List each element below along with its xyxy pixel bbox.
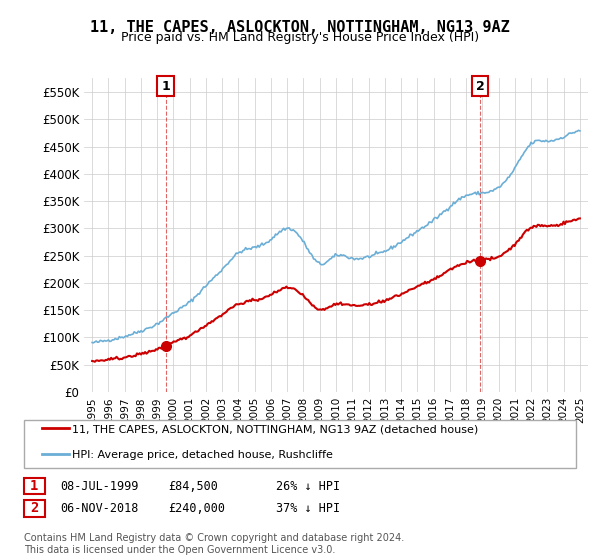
Text: £84,500: £84,500 [168,479,218,493]
Text: 11, THE CAPES, ASLOCKTON, NOTTINGHAM, NG13 9AZ (detached house): 11, THE CAPES, ASLOCKTON, NOTTINGHAM, NG… [72,424,478,435]
Text: 2: 2 [476,80,484,93]
Text: 11, THE CAPES, ASLOCKTON, NOTTINGHAM, NG13 9AZ (detached house): 11, THE CAPES, ASLOCKTON, NOTTINGHAM, NG… [72,424,478,435]
Text: 06-NOV-2018: 06-NOV-2018 [60,502,139,515]
Text: 1: 1 [30,479,38,493]
Text: HPI: Average price, detached house, Rushcliffe: HPI: Average price, detached house, Rush… [72,450,333,460]
Text: HPI: Average price, detached house, Rushcliffe: HPI: Average price, detached house, Rush… [72,450,333,460]
Text: 26% ↓ HPI: 26% ↓ HPI [276,479,340,493]
Text: Price paid vs. HM Land Registry's House Price Index (HPI): Price paid vs. HM Land Registry's House … [121,31,479,44]
Text: 37% ↓ HPI: 37% ↓ HPI [276,502,340,515]
Text: 11, THE CAPES, ASLOCKTON, NOTTINGHAM, NG13 9AZ: 11, THE CAPES, ASLOCKTON, NOTTINGHAM, NG… [90,20,510,35]
Text: 2: 2 [30,502,38,515]
Text: Contains HM Land Registry data © Crown copyright and database right 2024.
This d: Contains HM Land Registry data © Crown c… [24,533,404,555]
Text: £240,000: £240,000 [168,502,225,515]
Text: 08-JUL-1999: 08-JUL-1999 [60,479,139,493]
Text: 1: 1 [161,80,170,93]
